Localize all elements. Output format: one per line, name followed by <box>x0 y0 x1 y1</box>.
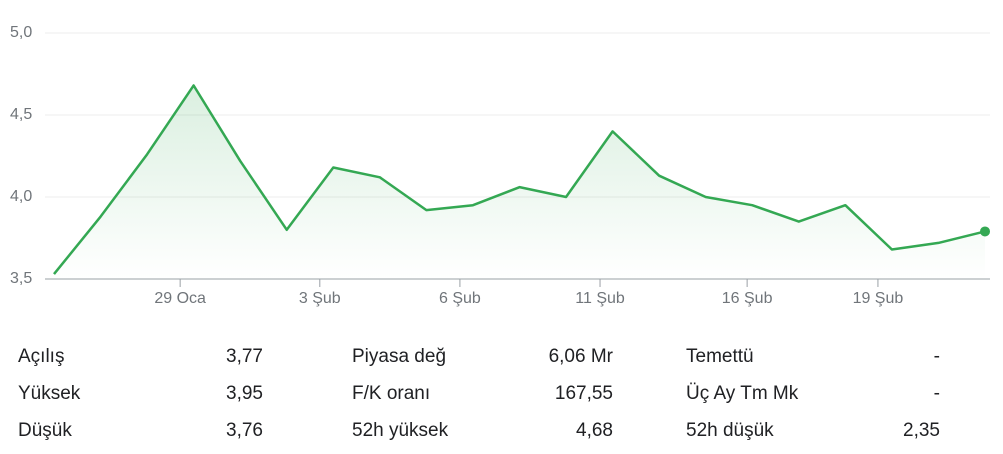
stat-label: Piyasa değ <box>352 346 447 367</box>
stat-value: 3,77 <box>226 346 263 367</box>
stat-label: Üç Ay Tm Mk <box>686 383 799 404</box>
chart: 3,5 4,0 4,5 5,0 29 Oca 3 Şub 6 Şub 11 Şub 16 Şub… <box>10 24 990 307</box>
y-tick-label: 3,5 <box>10 270 32 287</box>
y-tick-label: 4,5 <box>10 106 32 123</box>
x-tick-label: 19 Şub <box>853 290 904 307</box>
stat-value: 4,68 <box>576 420 613 441</box>
stat-value: 6,06 Mr <box>548 346 613 367</box>
stat-label: Düşük <box>18 420 72 441</box>
stat-label: Temettü <box>686 346 754 367</box>
stat-label: F/K oranı <box>352 383 431 404</box>
stat-value: 3,95 <box>226 383 263 404</box>
stat-label: 52h yüksek <box>352 420 449 441</box>
x-tick-label: 3 Şub <box>299 290 341 307</box>
y-tick-label: 4,0 <box>10 188 32 205</box>
stats-table: Açılış 3,77 Piyasa değ 6,06 Mr Temettü - Yükse… <box>0 338 1003 454</box>
x-tick-label: 6 Şub <box>439 290 481 307</box>
stat-value: 167,55 <box>554 383 613 404</box>
stat-value: 2,35 <box>903 420 940 441</box>
stat-label: Yüksek <box>18 383 81 404</box>
x-tick-label: 16 Şub <box>722 290 773 307</box>
last-point <box>980 226 990 237</box>
stat-value: - <box>933 383 940 404</box>
line <box>53 84 986 275</box>
x-tick-label: 11 Şub <box>575 290 625 307</box>
y-tick-label: 5,0 <box>10 24 32 41</box>
stat-value: 3,76 <box>226 420 263 441</box>
stat-label: 52h düşük <box>686 420 774 441</box>
stat-value: - <box>933 346 940 367</box>
stat-label: Açılış <box>18 346 65 367</box>
x-tick-label: 29 Oca <box>154 290 206 307</box>
